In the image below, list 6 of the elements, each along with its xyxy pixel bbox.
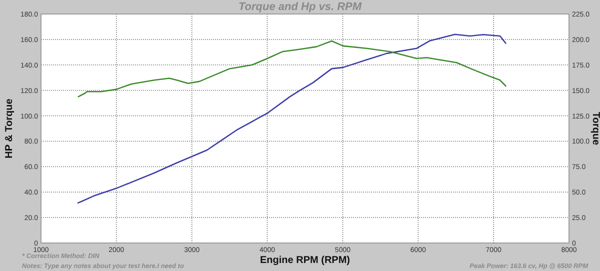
- line-series: [78, 40, 506, 98]
- x-axis-title: Engine RPM (RPM): [260, 255, 350, 266]
- chart-title: Torque and Hp vs. RPM: [238, 1, 362, 13]
- y2-axis-title: Torque: [590, 112, 600, 146]
- line-series: [77, 34, 506, 204]
- y-axis-title: HP & Torque: [4, 98, 15, 158]
